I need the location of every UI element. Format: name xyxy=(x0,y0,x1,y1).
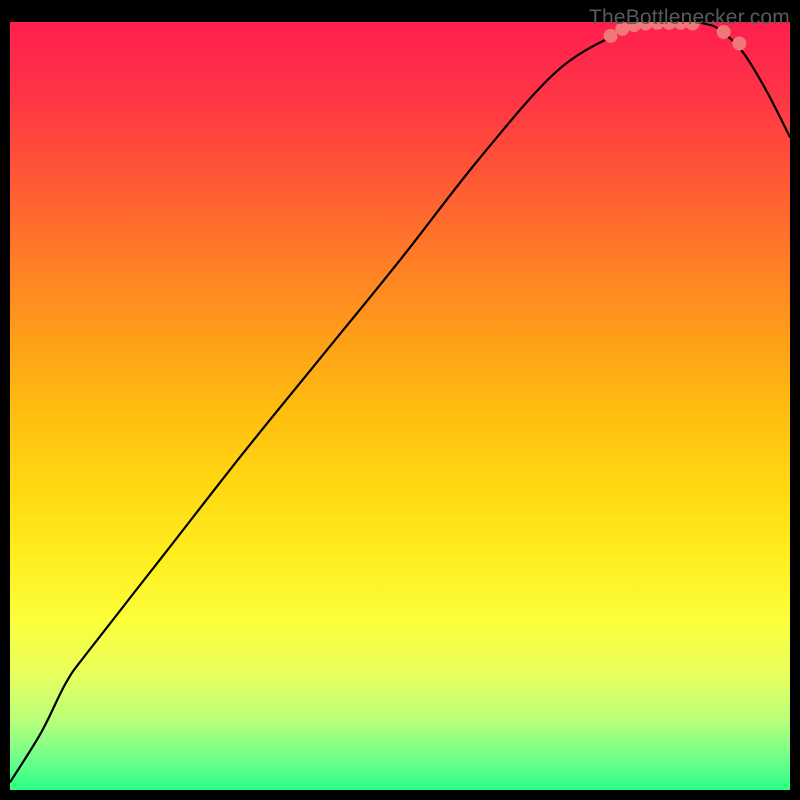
marker-point xyxy=(604,29,617,42)
chart-container xyxy=(10,22,790,790)
marker-point xyxy=(733,37,746,50)
chart-background-gradient xyxy=(10,22,790,790)
watermark-text: TheBottlenecker.com xyxy=(589,6,790,30)
bottleneck-chart xyxy=(10,22,790,790)
